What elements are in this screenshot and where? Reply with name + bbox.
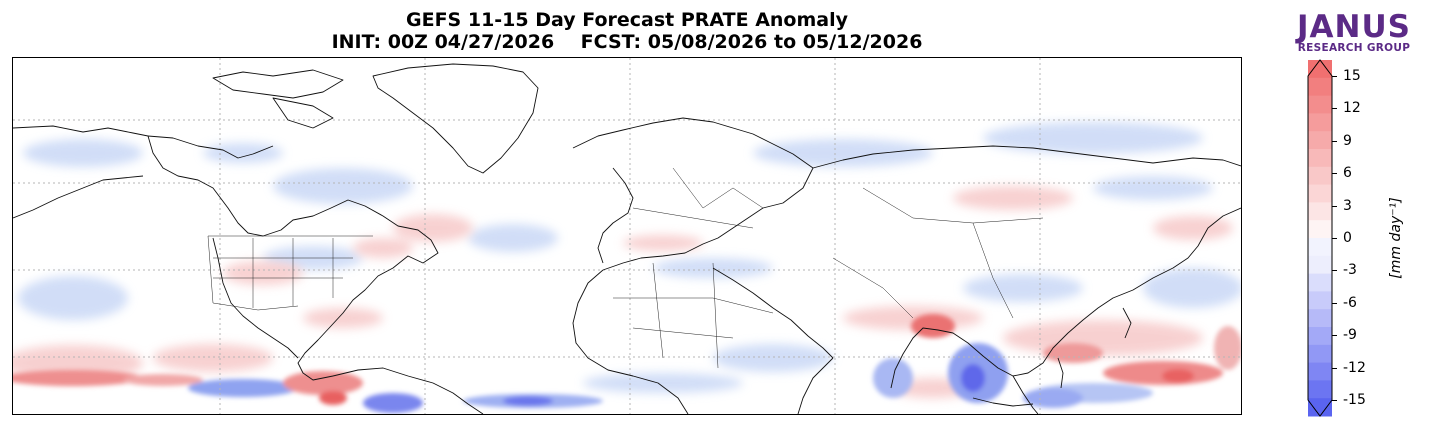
colorbar-tick-label: -9 [1343, 327, 1357, 344]
colorbar-cell [1308, 95, 1332, 114]
colorbar-tick-label: -3 [1343, 262, 1357, 279]
colorbar-cell [1308, 327, 1332, 346]
colorbar-cell [1308, 60, 1332, 79]
colorbar-tick-mark [1332, 238, 1337, 239]
colorbar-tick-mark [1332, 108, 1337, 110]
colorbar [1307, 59, 1333, 417]
colorbar-cell [1308, 273, 1332, 292]
colorbar-cell [1308, 238, 1332, 257]
colorbar-tick-mark [1332, 367, 1337, 369]
colorbar-tick-label: -6 [1343, 294, 1357, 311]
colorbar-cell [1308, 309, 1332, 328]
map-svg [13, 58, 1241, 414]
colorbar-cell [1308, 184, 1332, 203]
anomaly-map [12, 57, 1242, 415]
colorbar-tick-label: -15 [1343, 392, 1366, 408]
colorbar-cell [1308, 362, 1332, 381]
colorbar-tick-mark [1332, 140, 1337, 142]
colorbar-cell [1308, 398, 1332, 417]
colorbar-tick-mark [1332, 302, 1337, 304]
colorbar-cell [1308, 202, 1332, 221]
logo-name: JANUS [1297, 9, 1411, 45]
colorbar-cell [1308, 220, 1332, 239]
graticule [13, 58, 1241, 414]
colorbar-cell [1308, 77, 1332, 97]
colorbar-cell [1308, 149, 1332, 168]
colorbar-tick-label: 6 [1343, 165, 1352, 182]
colorbar-tick-label: 3 [1343, 197, 1352, 214]
colorbar-tick-label: 15 [1343, 68, 1361, 84]
colorbar-tick-mark [1332, 400, 1337, 401]
colorbar-tick-label: -12 [1343, 359, 1366, 376]
colorbar-cell [1308, 380, 1332, 399]
colorbar-tick-mark [1332, 270, 1337, 272]
colorbar-tick-label: 12 [1343, 100, 1361, 117]
colorbar-tick-mark [1332, 335, 1337, 337]
colorbar-cell [1308, 113, 1332, 132]
borders [207, 167, 1044, 369]
colorbar-cell [1308, 131, 1332, 150]
colorbar-cell [1308, 255, 1332, 275]
colorbar-tick-mark [1332, 76, 1337, 77]
chart-subtitle: INIT: 00Z 04/27/2026 FCST: 05/08/2026 to… [331, 31, 923, 53]
logo-subtitle: RESEARCH GROUP [1297, 42, 1411, 54]
colorbar-tick-mark [1332, 205, 1337, 207]
colorbar-cell [1308, 344, 1332, 364]
colorbar-tick-label: 0 [1343, 230, 1352, 246]
anomaly-shading [13, 122, 1241, 413]
colorbar-cell [1308, 166, 1332, 186]
colorbar-cell [1308, 291, 1332, 310]
colorbar-tick-mark [1332, 173, 1337, 175]
colorbar-label: [mm day⁻¹] [1388, 197, 1404, 279]
coastlines [13, 63, 1241, 414]
janus-logo: JANUS RESEARCH GROUP [1284, 9, 1424, 55]
colorbar-tick-label: 9 [1343, 132, 1352, 149]
chart-title: GEFS 11-15 Day Forecast PRATE Anomaly [406, 9, 848, 31]
